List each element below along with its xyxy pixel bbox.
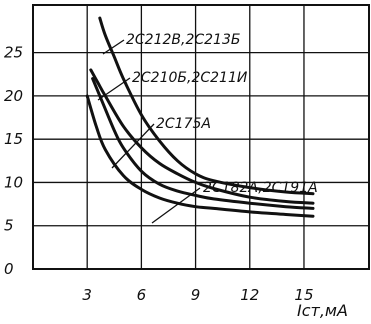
leader-line-1 bbox=[102, 39, 125, 55]
y-tick-label: 20 bbox=[4, 87, 23, 105]
series-label-2: 2C210Б,2C211И bbox=[132, 70, 248, 86]
curves bbox=[85, 16, 315, 218]
series-label-1: 2C212B,2C213Б bbox=[126, 32, 240, 48]
x-tick-label: 12 bbox=[240, 286, 259, 304]
series-label-4: 2C182A,2C191A bbox=[203, 180, 318, 196]
plot-frame bbox=[32, 4, 370, 270]
x-tick-label: 15 bbox=[294, 286, 313, 304]
x-tick-label: 9 bbox=[191, 286, 201, 304]
leader-line-3 bbox=[111, 123, 155, 169]
y-tick-label: 0 bbox=[4, 260, 14, 278]
series-label-3: 2C175A bbox=[156, 116, 211, 132]
leader-line-2 bbox=[97, 77, 131, 101]
leader-line-4 bbox=[151, 187, 201, 224]
series-line-1 bbox=[98, 16, 315, 196]
series-line-4 bbox=[85, 94, 315, 218]
x-tick-label: 6 bbox=[137, 286, 147, 304]
series-line-3 bbox=[91, 77, 315, 210]
y-tick-label: 10 bbox=[4, 173, 23, 191]
label-leaders bbox=[97, 39, 201, 224]
y-tick-label: 25 bbox=[4, 44, 23, 62]
y-tick-labels: 0 5 10 15 20 25 bbox=[4, 44, 23, 278]
x-tick-labels: 3 6 9 12 15 bbox=[82, 286, 313, 304]
y-tick-label: 15 bbox=[4, 130, 23, 148]
grid bbox=[33, 5, 369, 269]
y-tick-label: 5 bbox=[4, 217, 14, 235]
series-labels: 2C212B,2C213Б 2C210Б,2C211И 2C175A 2C182… bbox=[126, 32, 318, 196]
x-tick-label: 3 bbox=[82, 286, 92, 304]
series-line-2 bbox=[89, 68, 315, 205]
x-axis-label: Iст,мA bbox=[297, 301, 348, 320]
